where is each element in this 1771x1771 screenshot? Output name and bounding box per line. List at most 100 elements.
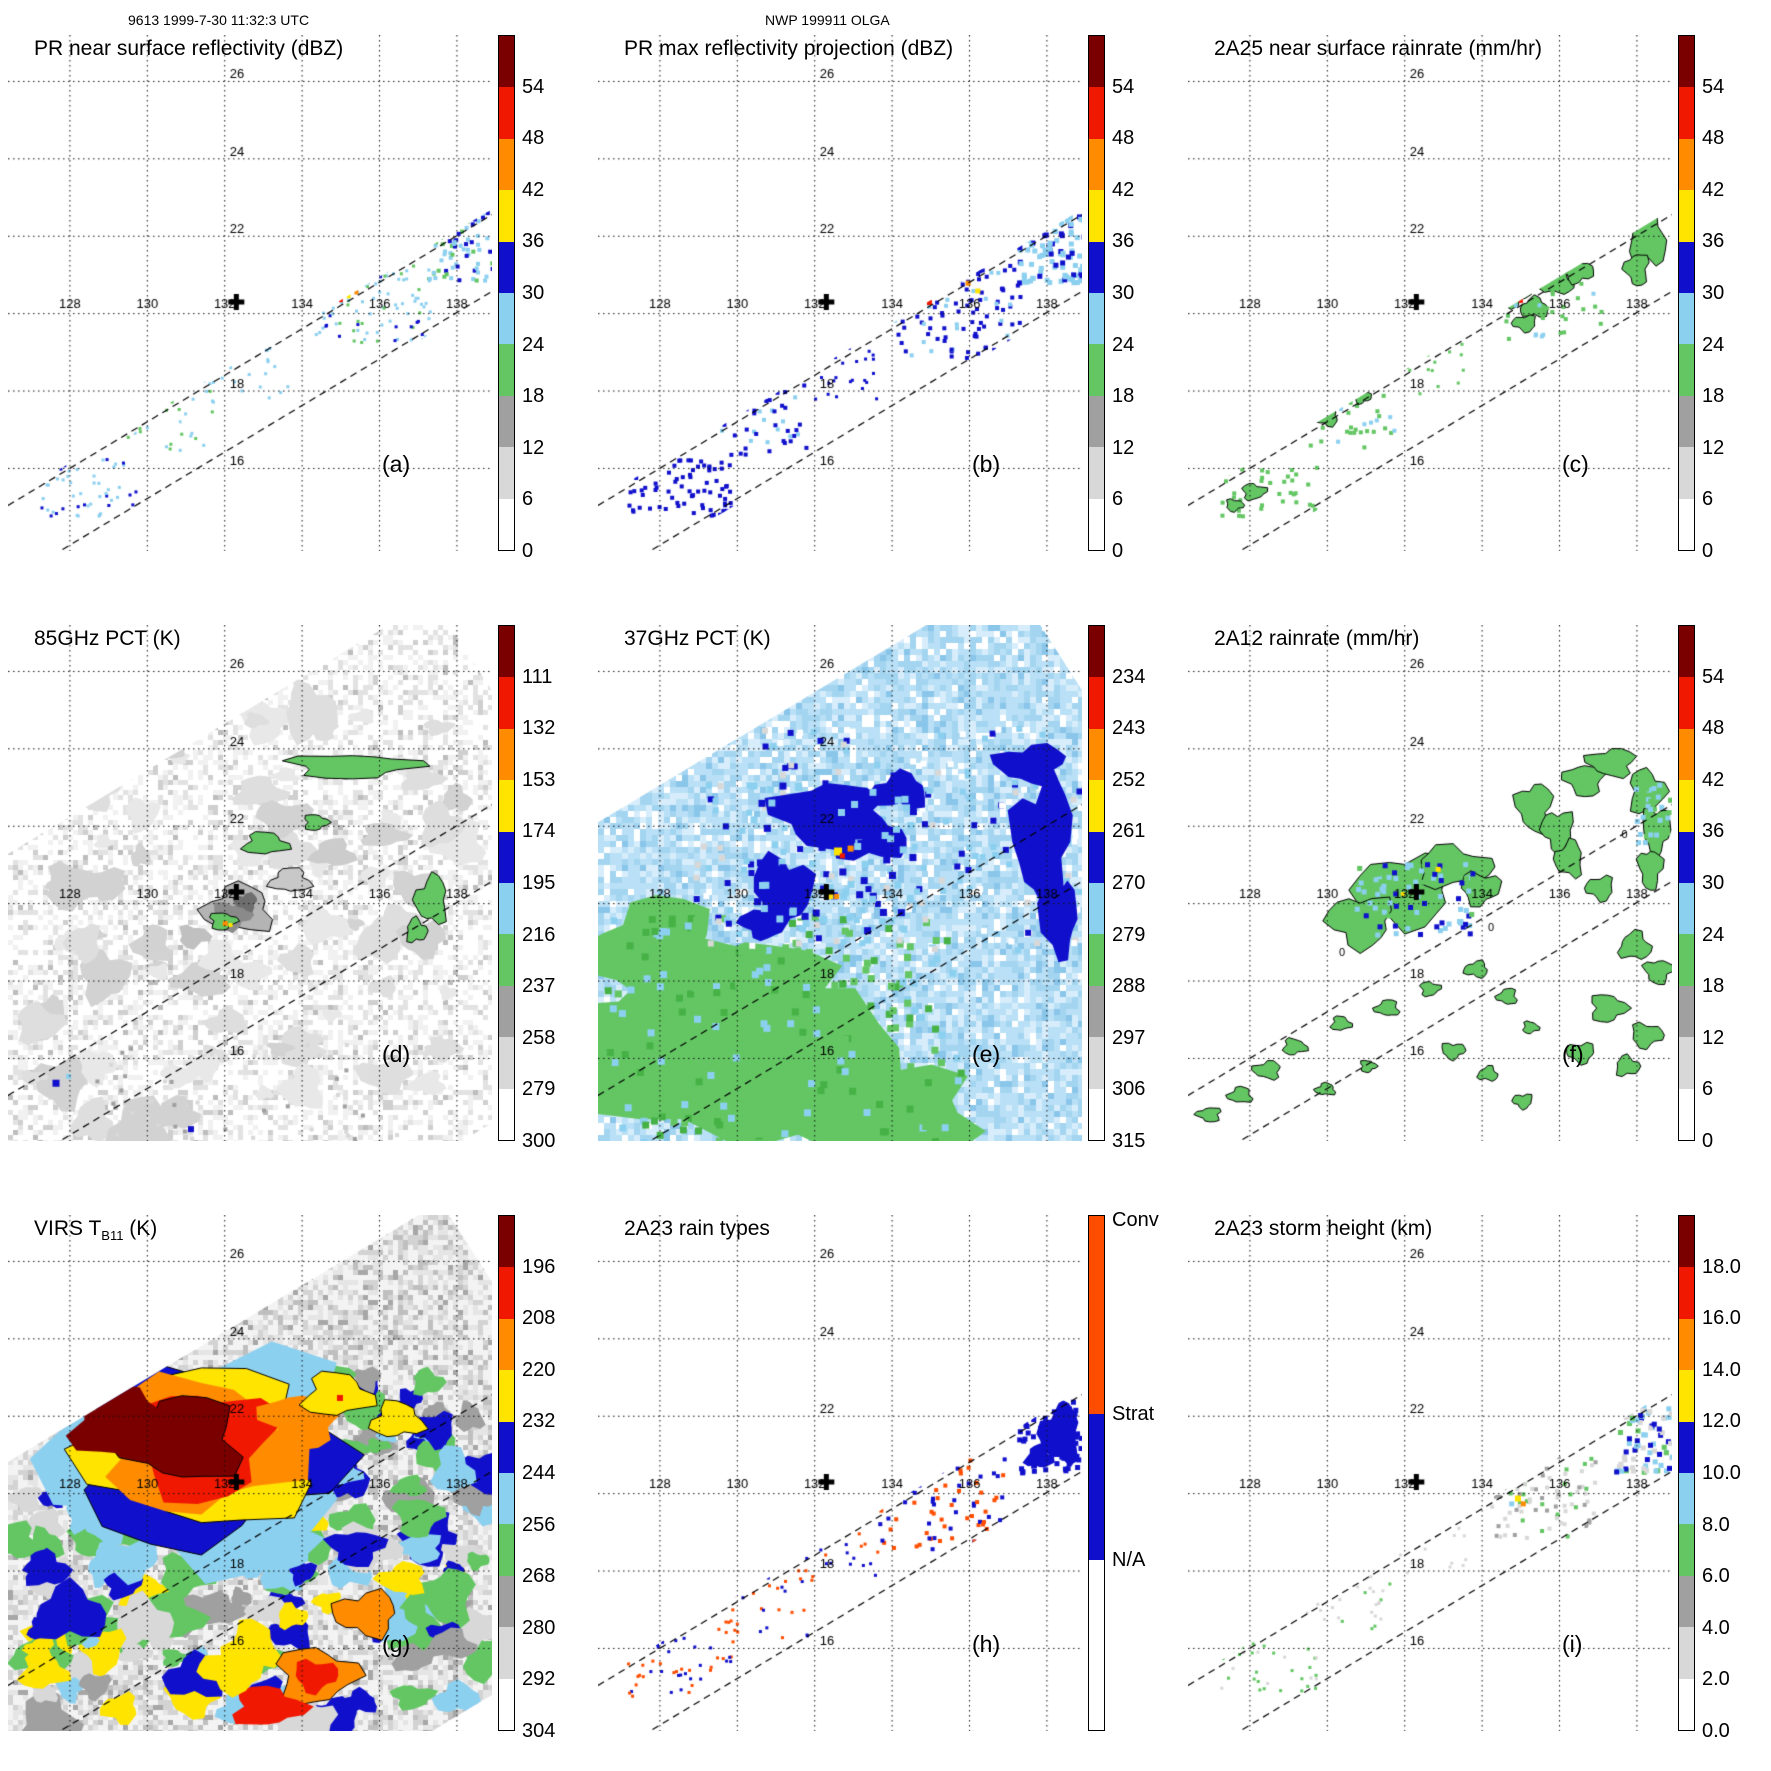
colorbar-segment <box>499 1370 514 1422</box>
map-canvas-e <box>598 625 1082 1141</box>
map-canvas-i <box>1188 1215 1672 1731</box>
panel-c: 2A25 near surface rainrate (mm/hr) (c) 5… <box>1188 35 1771 562</box>
colorbar-tick: 6.0 <box>1702 1565 1730 1588</box>
map-canvas-h <box>598 1215 1082 1731</box>
colorbar-b <box>1088 35 1105 551</box>
colorbar-segment <box>499 1421 514 1474</box>
colorbar-tick: 24 <box>522 333 545 356</box>
colorbar-segment <box>499 395 514 448</box>
colorbar-tick: 6 <box>1702 488 1714 511</box>
header-timestamp: 9613 1999-7-30 11:32:3 UTC <box>128 12 310 28</box>
colorbar-tick: 36 <box>1702 820 1725 843</box>
colorbar-tick: 300 <box>522 1130 556 1152</box>
panel-title: 2A23 rain types <box>624 1217 770 1240</box>
colorbar-segment <box>1679 1088 1694 1141</box>
colorbar-segment <box>1089 87 1104 139</box>
colorbar-segment <box>1679 1370 1694 1422</box>
colorbar-segment <box>1679 138 1694 191</box>
colorbar-segment <box>1679 780 1694 832</box>
colorbar-tick: 24 <box>1702 923 1725 946</box>
colorbar-segment <box>499 728 514 781</box>
panel-title: 85GHz PCT (K) <box>34 627 181 650</box>
colorbar-segment <box>499 831 514 884</box>
colorbar-tick: 36 <box>1702 230 1725 253</box>
colorbar-tick: 42 <box>1112 178 1135 201</box>
colorbar-tick: 216 <box>522 923 556 946</box>
map-canvas-a <box>8 35 492 551</box>
colorbar-tick: 174 <box>522 820 556 843</box>
panel-letter-label: (a) <box>382 451 411 477</box>
panel-title: PR near surface reflectivity (dBZ) <box>34 37 344 60</box>
colorbar-e <box>1088 625 1105 1141</box>
colorbar-segment <box>499 190 514 242</box>
colorbar-tick: 54 <box>522 75 545 98</box>
colorbar-tick: 42 <box>1702 178 1725 201</box>
colorbar-tick: 42 <box>1702 768 1725 791</box>
colorbar-label-na: N/A <box>1112 1549 1146 1571</box>
map-canvas-f <box>1188 625 1672 1141</box>
colorbar-d <box>498 625 515 1141</box>
colorbar-segment <box>1679 1575 1694 1628</box>
colorbar-segment <box>1679 677 1694 729</box>
colorbar-segment <box>1679 728 1694 781</box>
panel-b: PR max reflectivity projection (dBZ) (b)… <box>598 35 1188 562</box>
panel-title: 2A23 storm height (km) <box>1214 1217 1433 1240</box>
colorbar-segment <box>1679 36 1694 88</box>
colorbar-segment <box>499 447 514 499</box>
colorbar-segment <box>1679 1421 1694 1474</box>
panel-letter-label: (c) <box>1562 451 1589 477</box>
colorbar-tick: 279 <box>522 1078 556 1101</box>
colorbar-segment <box>499 1088 514 1141</box>
colorbar-a <box>498 35 515 551</box>
colorbar-tick: 280 <box>522 1616 556 1639</box>
colorbar-tick: 12 <box>1702 1026 1725 1049</box>
panel-letter-label: (h) <box>972 1631 1001 1657</box>
colorbar-f <box>1678 625 1695 1141</box>
colorbar-segment <box>499 1267 514 1319</box>
colorbar-tick: 18 <box>1702 385 1725 408</box>
colorbar-g <box>498 1215 515 1731</box>
colorbar-segment <box>1679 395 1694 448</box>
panel-h: 2A23 rain types (h) Conv Strat N/A <box>598 1209 1188 1731</box>
colorbar-segment <box>1679 1678 1694 1731</box>
colorbar-tick: 42 <box>522 178 545 201</box>
colorbar-tick: 0 <box>522 540 534 562</box>
colorbar-segment <box>499 138 514 191</box>
colorbar-tick: 54 <box>1112 75 1135 98</box>
colorbar-tick: 16.0 <box>1702 1307 1741 1330</box>
colorbar-segment <box>1089 395 1104 448</box>
colorbar-segment <box>499 677 514 729</box>
colorbar-segment <box>1679 1318 1694 1371</box>
colorbar-tick: 304 <box>522 1720 556 1742</box>
colorbar-tick: 196 <box>522 1255 556 1278</box>
colorbar-tick: 306 <box>1112 1078 1146 1101</box>
colorbar-segment <box>499 985 514 1038</box>
colorbar-segment <box>499 1524 514 1576</box>
colorbar-label-conv: Conv <box>1112 1209 1159 1231</box>
panel-letter-label: (b) <box>972 451 1001 477</box>
colorbar-tick: 48 <box>1702 127 1725 150</box>
colorbar-segment <box>1679 1627 1694 1679</box>
colorbar-segment <box>1679 87 1694 139</box>
colorbar-segment <box>1679 190 1694 242</box>
colorbar-tick: 153 <box>522 768 556 791</box>
colorbar-tick: 6 <box>1112 488 1124 511</box>
colorbar-tick: 12 <box>1702 436 1725 459</box>
colorbar-tick: 48 <box>522 127 545 150</box>
colorbar-tick: 48 <box>1702 717 1725 740</box>
colorbar-tick: 18 <box>1702 975 1725 998</box>
colorbar-tick: 270 <box>1112 872 1146 894</box>
colorbar-segment <box>499 780 514 832</box>
colorbar-segment <box>1679 1267 1694 1319</box>
panel-letter-label: (e) <box>972 1041 1001 1067</box>
map-canvas-d <box>8 625 492 1141</box>
colorbar-segment <box>1089 344 1104 396</box>
panel-letter-label: (d) <box>382 1041 411 1067</box>
panel-f: 2A12 rainrate (mm/hr) (f) 54 48 42 36 30 24 18… <box>1188 625 1771 1152</box>
colorbar-segment <box>499 344 514 396</box>
colorbar-segment <box>1679 293 1694 345</box>
colorbar-tick: 14.0 <box>1702 1358 1741 1381</box>
colorbar-tick: 12 <box>1112 436 1135 459</box>
colorbar-tick: 10.0 <box>1702 1462 1741 1484</box>
